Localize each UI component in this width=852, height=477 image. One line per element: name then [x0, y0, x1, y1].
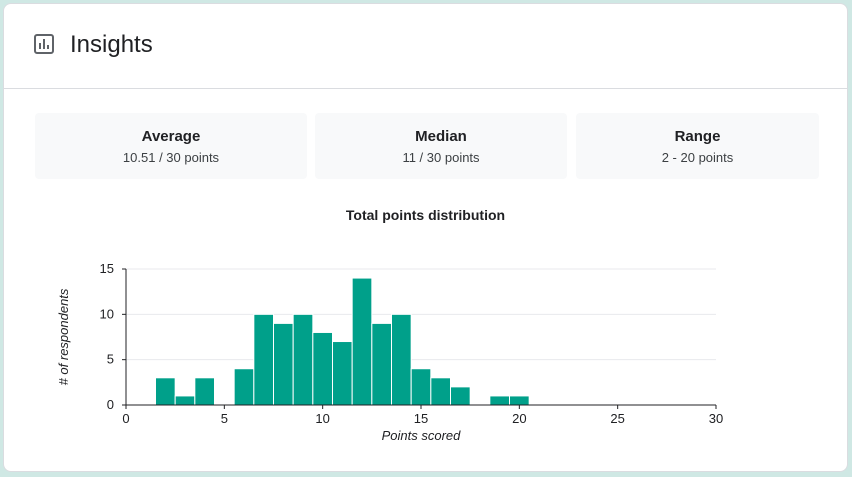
- points-distribution-chart: 0 5 10 15 0 5 10 15 20 25 30 Points scored # of resp…: [56, 261, 723, 443]
- stat-label: Range: [674, 128, 721, 145]
- bar: [450, 386, 471, 406]
- bar: [155, 377, 176, 406]
- bar: [509, 395, 530, 406]
- y-tick-label: 10: [100, 306, 114, 321]
- insights-card: Insights Average 10.51 / 30 points Media…: [3, 3, 848, 472]
- stat-label: Median: [415, 128, 467, 145]
- stat-label: Average: [141, 128, 201, 145]
- bar-chart-icon: [34, 34, 54, 54]
- bar: [332, 341, 353, 406]
- x-axis-label: Points scored: [382, 428, 462, 443]
- y-tick-label: 0: [107, 397, 114, 412]
- stat-average: Average 10.51 / 30 points: [35, 113, 307, 179]
- x-tick-label: 25: [610, 411, 624, 426]
- x-tick-label: 30: [709, 411, 723, 426]
- bar: [273, 322, 294, 406]
- chart-title: Total points distribution: [345, 207, 506, 223]
- bar: [253, 313, 274, 406]
- page-title: Insights: [70, 31, 153, 58]
- y-axis-label: # of respondents: [56, 288, 71, 385]
- bar: [371, 322, 393, 406]
- x-tick-label: 10: [315, 411, 329, 426]
- stat-median: Median 11 / 30 points: [315, 113, 567, 179]
- insights-header: Insights: [4, 4, 847, 89]
- bar: [351, 277, 373, 406]
- x-tick-label: 15: [414, 411, 428, 426]
- y-tick-label: 15: [100, 261, 114, 276]
- stat-range: Range 2 - 20 points: [576, 113, 819, 179]
- bar: [410, 368, 432, 406]
- bar: [292, 313, 314, 406]
- stat-value: 10.51 / 30 points: [122, 150, 220, 165]
- y-tick-label: 5: [107, 352, 114, 367]
- x-tick-label: 5: [221, 411, 228, 426]
- bar: [174, 395, 196, 406]
- bar: [194, 377, 215, 406]
- x-tick-label: 0: [122, 411, 129, 426]
- bar: [233, 368, 255, 406]
- bar: [489, 395, 511, 406]
- stat-value: 2 - 20 points: [661, 150, 734, 165]
- bar: [391, 313, 412, 406]
- bar: [312, 331, 334, 406]
- bar: [430, 377, 452, 406]
- x-tick-label: 20: [512, 411, 526, 426]
- stat-value: 11 / 30 points: [402, 150, 480, 165]
